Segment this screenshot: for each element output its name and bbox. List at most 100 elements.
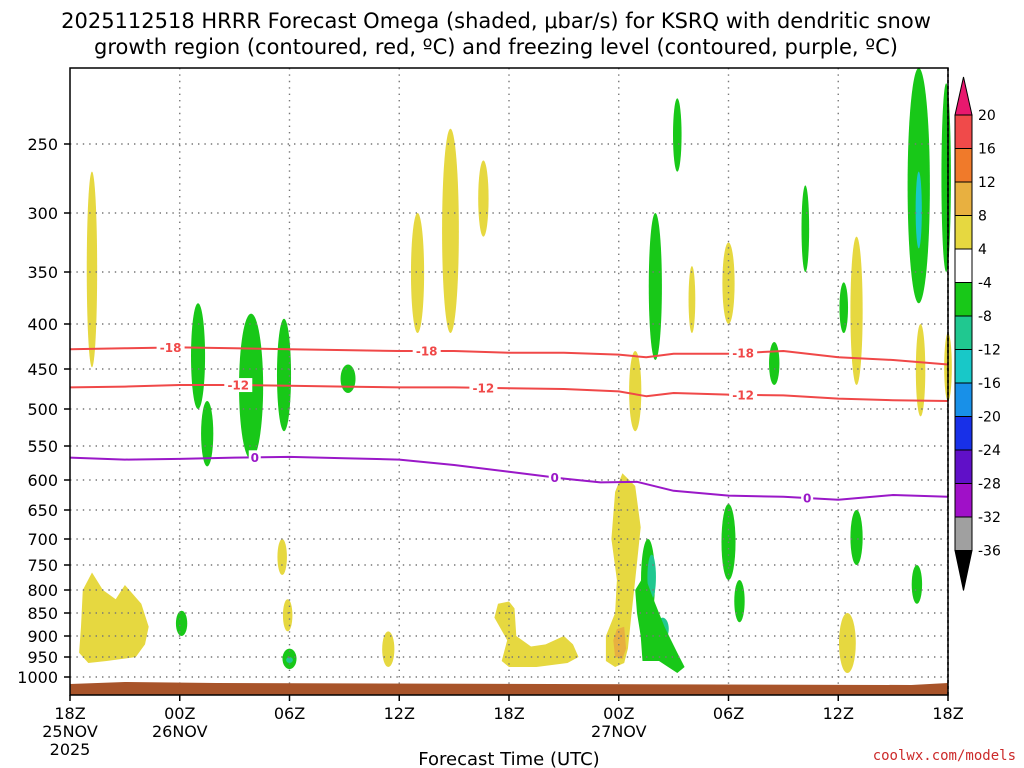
colorbar-label-9: -20 (978, 410, 1001, 426)
y-tick-label-350: 350 (27, 263, 58, 282)
colorbar-label-1: 16 (978, 142, 996, 158)
y-tick-label-750: 750 (27, 556, 58, 575)
x-tick-label-3-1: 12Z (384, 704, 415, 723)
colorbar-label-0: 20 (978, 108, 996, 124)
freezing-level-0C-label-bg-0 (248, 450, 261, 465)
dendritic-18C-isotherm (69, 346, 949, 366)
y-tick-label-450: 450 (27, 360, 58, 379)
colorbar-label-7: -12 (978, 343, 1001, 359)
colorbar-swatch-8 (954, 349, 973, 384)
omega-region-3 (410, 213, 425, 333)
omega-region-34 (647, 554, 656, 600)
y-tick-label-400: 400 (27, 315, 58, 334)
low-level-green-tail (635, 575, 685, 673)
left-low-level-yellow-blob (79, 572, 149, 663)
x-tick-label-0-1: 18Z (54, 704, 85, 723)
colorbar-label-4: 4 (978, 242, 987, 258)
y-tick-label-650: 650 (27, 501, 58, 520)
chart-title-line-2: growth region (contoured, red, ºC) and f… (94, 35, 898, 59)
colorbar-label-6: -8 (978, 309, 992, 325)
colorbar-label-5: -4 (978, 276, 992, 292)
omega-region-30 (734, 580, 745, 623)
colorbar-swatch-7 (954, 315, 973, 350)
y-tick-label-900: 900 (27, 627, 58, 646)
omega-region-5 (688, 266, 696, 333)
colorbar-swatch-3 (954, 181, 973, 216)
freezing-level-0C-label-2: 0 (803, 492, 811, 506)
dendritic-18C-isotherm-label-0: -18 (160, 341, 182, 355)
x-axis-label: Forecast Time (UTC) (418, 749, 599, 768)
y-tick-label-550: 550 (27, 437, 58, 456)
colorbar-bottom-arrow (954, 550, 973, 591)
colorbar-label-3: 8 (978, 209, 987, 225)
omega-region-12 (382, 631, 395, 667)
colorbar-swatch-13 (954, 516, 973, 551)
x-tick-label-4-1: 18Z (493, 704, 524, 723)
omega-region-28 (850, 510, 863, 565)
colorbar-top-arrow (954, 76, 973, 116)
dendritic-12C-isotherm-label-bg-2 (729, 387, 758, 402)
colorbar-swatch-1 (954, 114, 973, 149)
y-tick-label-950: 950 (27, 648, 58, 667)
chart-title-line-1: 2025112518 HRRR Forecast Omega (shaded, … (61, 9, 931, 33)
omega-region-2 (442, 128, 459, 333)
dendritic-18C-isotherm-label-1: -18 (416, 345, 438, 359)
dendritic-18C-isotherm-label-bg-2 (729, 345, 758, 360)
omega-region-23 (801, 185, 810, 272)
y-tick-label-250: 250 (27, 135, 58, 154)
freezing-level-0C-label-bg-1 (548, 470, 561, 485)
y-tick-label-500: 500 (27, 400, 58, 419)
dendritic-12C-isotherm-label-0: -12 (227, 379, 249, 393)
colorbar-label-10: -24 (978, 443, 1001, 459)
colorbar-swatch-2 (954, 148, 973, 183)
colorbar-swatch-12 (954, 483, 973, 518)
plot-area (70, 68, 948, 695)
colorbar-label-13: -36 (978, 544, 1001, 560)
y-tick-label-300: 300 (27, 204, 58, 223)
dendritic-12C-isotherm-label-2: -12 (732, 388, 754, 402)
omega-region-20 (672, 98, 682, 172)
colorbar-label-8: -16 (978, 376, 1001, 392)
credit-text: coolwx.com/models (873, 748, 1016, 764)
omega-region-1 (478, 160, 489, 237)
omega-region-22 (769, 342, 780, 385)
colorbar-swatch-10 (954, 416, 973, 451)
omega-region-31 (175, 610, 188, 636)
y-axis-ticks: 250 300 350 400 450 500 550 600 650 700 750 800 850 9… (17, 135, 70, 687)
x-tick-label-1-1: 00Z (164, 704, 195, 723)
dendritic-18C-isotherm-label-bg-1 (412, 344, 441, 358)
terrain-surface (70, 682, 948, 695)
dendritic-18C-isotherm-label-bg-0 (156, 340, 185, 355)
omega-region-26 (941, 83, 951, 272)
colorbar-swatch-9 (954, 382, 973, 417)
freezing-level-0C (69, 455, 949, 501)
omega-region-11 (282, 599, 293, 632)
dendritic-18C-isotherm-label-2: -18 (732, 346, 754, 360)
y-tick-label-800: 800 (27, 581, 58, 600)
colorbar-swatch-6 (954, 282, 973, 317)
x-tick-label-1-2: 26NOV (152, 722, 208, 741)
colorbar-swatch-11 (954, 449, 973, 484)
omega-region-18 (276, 318, 292, 432)
colorbar-label-11: -28 (978, 477, 1001, 493)
freezing-level-0C-label-bg-2 (801, 491, 814, 506)
omega-region-21 (648, 213, 662, 360)
x-tick-label-6-1: 06Z (713, 704, 744, 723)
colorbar-label-12: -32 (978, 510, 1001, 526)
x-tick-label-8-1: 18Z (932, 704, 963, 723)
omega-region-6 (850, 236, 863, 385)
midday-orange-core (613, 626, 627, 659)
omega-region-19 (340, 364, 356, 393)
colorbar-swatch-4 (954, 215, 973, 250)
x-tick-label-5-1: 00Z (603, 704, 634, 723)
omega-region-15 (191, 303, 206, 409)
ground-layer (70, 682, 948, 695)
y-tick-label-850: 850 (27, 604, 58, 623)
omega-region-8 (629, 351, 642, 432)
x-tick-label-0-2: 25NOV (42, 722, 98, 741)
colorbar-label-2: 12 (978, 175, 996, 191)
dendritic-12C-isotherm-label-bg-0 (224, 378, 253, 393)
omega-region-4 (722, 242, 735, 324)
